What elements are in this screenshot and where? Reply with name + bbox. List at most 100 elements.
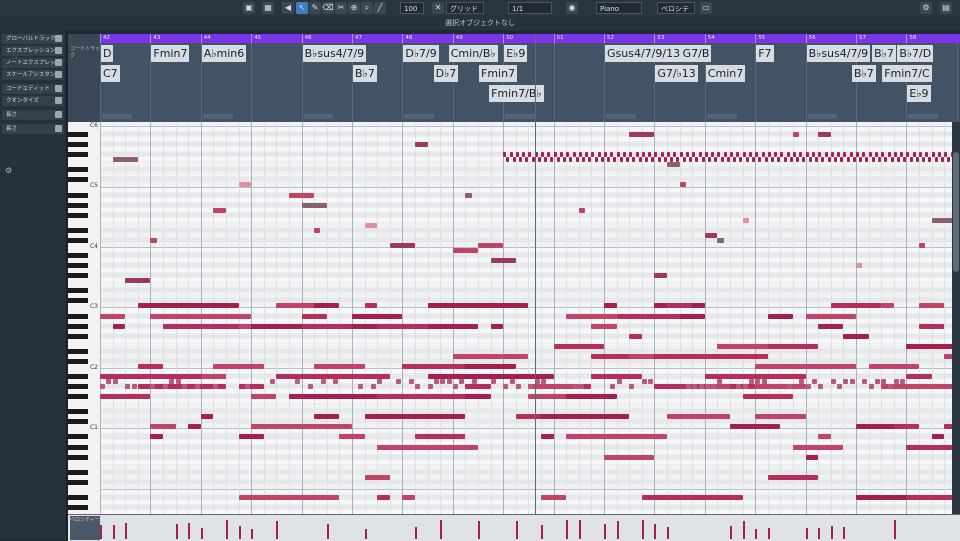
midi-note[interactable] [676, 157, 680, 163]
black-key[interactable] [68, 394, 88, 400]
midi-note[interactable] [465, 192, 472, 198]
midi-note[interactable] [909, 157, 913, 163]
chord-event[interactable]: E♭9 [907, 85, 931, 102]
midi-note[interactable] [427, 374, 529, 379]
midi-note[interactable] [125, 384, 131, 390]
inspector-item-length-1[interactable]: 長さ [2, 110, 64, 120]
midi-note[interactable] [887, 384, 893, 390]
midi-note[interactable] [188, 424, 201, 430]
midi-note[interactable] [862, 379, 868, 385]
midi-note[interactable] [559, 152, 563, 158]
bar-number[interactable]: 57 [856, 34, 906, 43]
midi-note[interactable] [837, 152, 841, 158]
midi-note[interactable] [427, 384, 433, 390]
midi-note[interactable] [704, 374, 806, 379]
midi-note[interactable] [846, 157, 850, 163]
midi-note[interactable] [780, 152, 784, 158]
midi-note[interactable] [818, 384, 824, 390]
midi-note[interactable] [213, 384, 219, 390]
midi-note[interactable] [610, 152, 614, 158]
black-key[interactable] [68, 409, 88, 415]
midi-note[interactable] [755, 379, 761, 385]
midi-note[interactable] [578, 384, 592, 390]
midi-note[interactable] [295, 379, 301, 385]
midi-note[interactable] [622, 152, 626, 158]
midi-note[interactable] [389, 242, 415, 248]
velocity-bar[interactable] [830, 525, 833, 539]
midi-note[interactable] [821, 157, 825, 163]
midi-note[interactable] [629, 132, 655, 138]
midi-note[interactable] [717, 379, 723, 385]
velocity-bar[interactable] [100, 525, 102, 539]
midi-note[interactable] [575, 157, 579, 163]
midi-note[interactable] [793, 444, 844, 450]
midi-note[interactable] [490, 379, 496, 385]
midi-note[interactable] [175, 379, 181, 385]
midi-note[interactable] [578, 207, 586, 213]
piano-keyboard[interactable]: C6 C5 C4 C3 C2 C1 [68, 122, 100, 514]
midi-note[interactable] [402, 363, 504, 369]
midi-note[interactable] [893, 152, 897, 158]
midi-note[interactable] [563, 157, 567, 163]
velocity-bar[interactable] [541, 525, 543, 539]
midi-note[interactable] [837, 384, 843, 390]
midi-note[interactable] [944, 152, 948, 158]
midi-note[interactable] [525, 157, 529, 163]
black-key[interactable] [68, 152, 88, 158]
instrument-select[interactable]: Piano [596, 2, 642, 14]
midi-note[interactable] [755, 363, 856, 369]
black-key[interactable] [68, 384, 88, 390]
midi-note[interactable] [550, 157, 554, 163]
snap-icon[interactable]: ✕ [432, 2, 444, 14]
midi-note[interactable] [881, 303, 894, 309]
midi-note[interactable] [415, 384, 421, 390]
midi-note[interactable] [588, 157, 592, 163]
midi-note[interactable] [811, 152, 815, 158]
midi-note[interactable] [541, 494, 567, 500]
midi-note[interactable] [377, 394, 478, 400]
bar-number[interactable]: 44 [200, 34, 251, 43]
midi-note[interactable] [711, 384, 717, 390]
velocity-bar[interactable] [515, 521, 518, 539]
midi-note[interactable] [874, 152, 878, 158]
midi-note[interactable] [175, 374, 226, 379]
midi-note[interactable] [503, 384, 509, 390]
midi-note[interactable] [503, 353, 529, 359]
midi-note[interactable] [578, 152, 582, 158]
chord-event[interactable]: B♭7 [872, 45, 896, 62]
midi-note[interactable] [163, 323, 264, 329]
midi-note[interactable] [767, 152, 771, 158]
midi-note[interactable] [887, 152, 891, 158]
inspector-item-global-track[interactable]: グローバルトラック [2, 34, 64, 44]
midi-note[interactable] [856, 152, 859, 158]
velocity-bar[interactable] [578, 519, 581, 539]
midi-note[interactable] [944, 353, 952, 359]
midi-note[interactable] [874, 379, 880, 385]
split-icon[interactable]: ✂ [335, 2, 347, 14]
black-key[interactable] [68, 142, 88, 148]
midi-note[interactable] [163, 384, 169, 390]
chord-event[interactable]: Fmin7/C [882, 65, 932, 82]
midi-note[interactable] [515, 152, 519, 158]
midi-note[interactable] [893, 424, 919, 430]
bar-number[interactable]: 53 [654, 34, 704, 43]
black-key[interactable] [68, 227, 88, 233]
midi-note[interactable] [723, 152, 727, 158]
midi-note[interactable] [748, 379, 754, 385]
midi-note[interactable] [509, 152, 513, 158]
midi-note[interactable] [396, 379, 402, 385]
midi-note[interactable] [251, 424, 352, 430]
midi-note[interactable] [100, 384, 106, 390]
midi-note[interactable] [789, 157, 793, 163]
bar-number[interactable]: 46 [301, 34, 352, 43]
midi-note[interactable] [742, 394, 793, 400]
midi-note[interactable] [931, 217, 952, 223]
midi-note[interactable] [755, 384, 806, 390]
chord-event[interactable]: Gsus4/7/9/13 [605, 45, 683, 62]
chord-event[interactable]: Cmin7 [705, 65, 746, 82]
midi-note[interactable] [446, 379, 452, 385]
midi-note[interactable] [541, 379, 547, 385]
midi-note[interactable] [793, 132, 800, 138]
midi-note[interactable] [654, 313, 680, 319]
velocity-bar[interactable] [175, 524, 178, 539]
